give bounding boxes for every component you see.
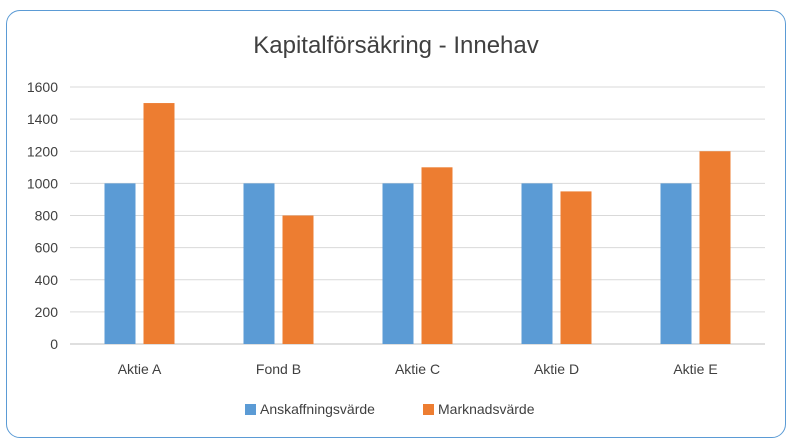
y-tick-label: 1600 xyxy=(27,79,58,95)
bar-marknadsvarde xyxy=(560,191,592,344)
legend-swatch xyxy=(423,404,434,415)
bar-anskaffningsvarde xyxy=(521,183,553,344)
y-tick-label: 400 xyxy=(35,272,59,288)
legend-label: Anskaffningsvärde xyxy=(260,401,375,417)
legend-label: Marknadsvärde xyxy=(438,401,535,417)
chart-title: Kapitalförsäkring - Innehav xyxy=(253,32,539,59)
bars xyxy=(104,103,731,344)
x-tick-label: Fond B xyxy=(256,361,301,377)
legend: Anskaffningsvärde Marknadsvärde xyxy=(245,401,535,417)
y-tick-label: 800 xyxy=(35,208,59,224)
y-tick-label: 0 xyxy=(50,336,58,352)
y-tick-label: 1000 xyxy=(27,175,58,191)
x-tick-label: Aktie E xyxy=(673,361,717,377)
legend-swatch xyxy=(245,404,256,415)
y-tick-label: 1400 xyxy=(27,111,58,127)
x-axis: Aktie A Fond B Aktie C Aktie D Aktie E xyxy=(118,361,718,377)
bar-anskaffningsvarde xyxy=(660,183,692,344)
x-tick-label: Aktie C xyxy=(395,361,440,377)
y-tick-label: 200 xyxy=(35,304,59,320)
gridlines xyxy=(70,86,765,345)
y-tick-label: 600 xyxy=(35,240,59,256)
bar-marknadsvarde xyxy=(282,215,314,344)
bar-anskaffningsvarde xyxy=(382,183,414,344)
x-tick-label: Aktie A xyxy=(118,361,162,377)
bar-anskaffningsvarde xyxy=(104,183,136,344)
y-tick-label: 1200 xyxy=(27,143,58,159)
x-tick-label: Aktie D xyxy=(534,361,579,377)
bar-anskaffningsvarde xyxy=(243,183,275,344)
bar-marknadsvarde xyxy=(143,103,175,344)
y-axis: 0 200 400 600 800 1000 1200 1400 1600 xyxy=(27,79,58,352)
bar-marknadsvarde xyxy=(699,151,731,344)
bar-marknadsvarde xyxy=(421,167,453,344)
